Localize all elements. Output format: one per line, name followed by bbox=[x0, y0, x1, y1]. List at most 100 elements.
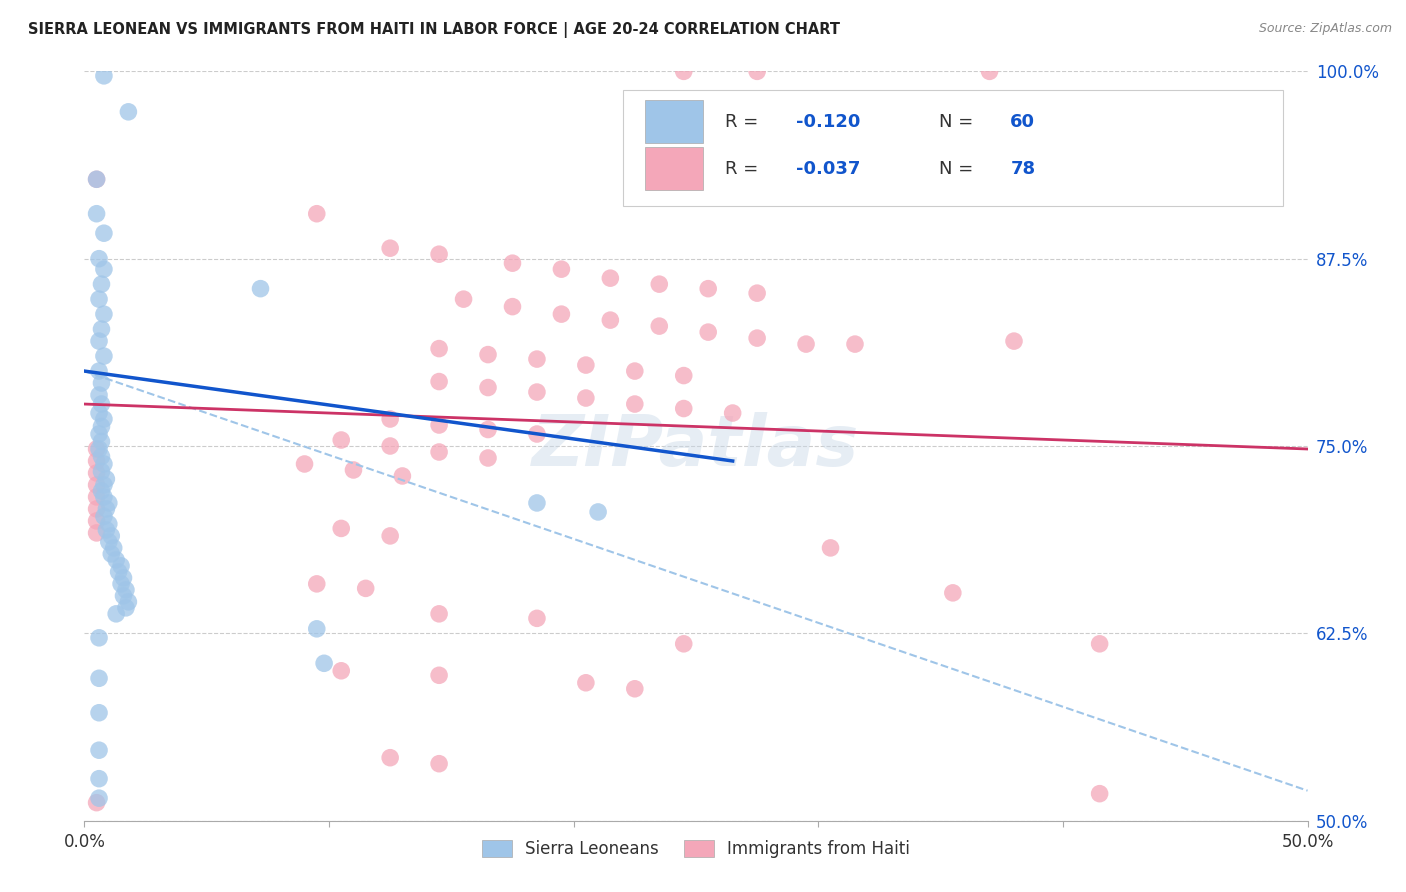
Point bbox=[93, 412, 115, 426]
Point bbox=[110, 577, 132, 591]
Point bbox=[87, 388, 110, 402]
Point bbox=[427, 756, 450, 771]
Point bbox=[93, 509, 115, 524]
Point bbox=[87, 252, 110, 266]
Point bbox=[90, 277, 112, 292]
Point bbox=[380, 529, 402, 543]
Point bbox=[575, 358, 598, 372]
Point bbox=[624, 397, 647, 411]
Point bbox=[305, 207, 328, 221]
Point bbox=[477, 348, 499, 362]
Point bbox=[672, 64, 695, 78]
Point bbox=[354, 582, 377, 596]
Point bbox=[575, 391, 598, 405]
Point bbox=[1088, 637, 1111, 651]
Point bbox=[107, 565, 129, 579]
Point bbox=[87, 743, 110, 757]
Point bbox=[86, 466, 108, 480]
Point bbox=[112, 571, 135, 585]
Point bbox=[96, 523, 118, 537]
Point bbox=[87, 791, 110, 805]
Text: Source: ZipAtlas.com: Source: ZipAtlas.com bbox=[1258, 22, 1392, 36]
Point bbox=[87, 631, 110, 645]
Point bbox=[648, 277, 671, 292]
Point bbox=[93, 457, 115, 471]
Point bbox=[86, 172, 108, 186]
Point bbox=[90, 465, 112, 479]
Point bbox=[330, 433, 353, 447]
Point bbox=[502, 300, 524, 314]
Point bbox=[979, 64, 1001, 78]
Point bbox=[90, 376, 112, 390]
Text: 78: 78 bbox=[1011, 160, 1035, 178]
Point bbox=[87, 334, 110, 348]
Point bbox=[453, 292, 475, 306]
Point bbox=[697, 325, 720, 339]
Point bbox=[93, 307, 115, 321]
Point bbox=[624, 681, 647, 696]
Point bbox=[96, 472, 118, 486]
Point bbox=[86, 796, 108, 810]
Point bbox=[100, 529, 122, 543]
Point bbox=[86, 172, 108, 186]
Point bbox=[86, 514, 108, 528]
Point bbox=[90, 450, 112, 464]
Point bbox=[672, 637, 695, 651]
Point bbox=[942, 586, 965, 600]
Point bbox=[550, 262, 572, 277]
Point bbox=[90, 397, 112, 411]
Point bbox=[305, 577, 328, 591]
Point bbox=[97, 496, 120, 510]
Text: N =: N = bbox=[939, 160, 980, 178]
Point bbox=[86, 490, 108, 504]
Point bbox=[427, 375, 450, 389]
Point bbox=[90, 419, 112, 434]
Point bbox=[380, 750, 402, 764]
Point bbox=[427, 607, 450, 621]
Point bbox=[87, 442, 110, 456]
Point bbox=[477, 423, 499, 437]
Point bbox=[249, 282, 271, 296]
Point bbox=[624, 364, 647, 378]
Point bbox=[648, 319, 671, 334]
Point bbox=[342, 463, 364, 477]
Text: SIERRA LEONEAN VS IMMIGRANTS FROM HAITI IN LABOR FORCE | AGE 20-24 CORRELATION C: SIERRA LEONEAN VS IMMIGRANTS FROM HAITI … bbox=[28, 22, 841, 38]
Point bbox=[86, 207, 108, 221]
Point bbox=[427, 668, 450, 682]
Point bbox=[305, 622, 328, 636]
Text: 60: 60 bbox=[1011, 112, 1035, 130]
Point bbox=[391, 469, 413, 483]
FancyBboxPatch shape bbox=[623, 90, 1284, 206]
Point bbox=[86, 525, 108, 540]
Point bbox=[820, 541, 842, 555]
Point bbox=[103, 541, 125, 555]
Text: N =: N = bbox=[939, 112, 980, 130]
Point bbox=[117, 104, 139, 119]
Point bbox=[599, 313, 621, 327]
Point bbox=[526, 352, 548, 367]
Point bbox=[96, 502, 118, 516]
Point bbox=[86, 442, 108, 456]
Point bbox=[86, 478, 108, 492]
Point bbox=[90, 322, 112, 336]
Point bbox=[1002, 334, 1025, 348]
Point bbox=[550, 307, 572, 321]
Point bbox=[330, 521, 353, 535]
Point bbox=[747, 286, 769, 301]
Point bbox=[86, 454, 108, 468]
Legend: Sierra Leoneans, Immigrants from Haiti: Sierra Leoneans, Immigrants from Haiti bbox=[475, 833, 917, 864]
FancyBboxPatch shape bbox=[644, 100, 703, 144]
Point bbox=[314, 657, 336, 671]
Point bbox=[93, 262, 115, 277]
Point bbox=[90, 483, 112, 498]
Point bbox=[87, 364, 110, 378]
Point bbox=[112, 589, 135, 603]
Point bbox=[477, 450, 499, 465]
Point bbox=[93, 490, 115, 504]
Point bbox=[87, 772, 110, 786]
Point bbox=[105, 607, 128, 621]
Point bbox=[380, 241, 402, 255]
Point bbox=[93, 349, 115, 363]
Point bbox=[672, 401, 695, 416]
Point bbox=[526, 385, 548, 400]
